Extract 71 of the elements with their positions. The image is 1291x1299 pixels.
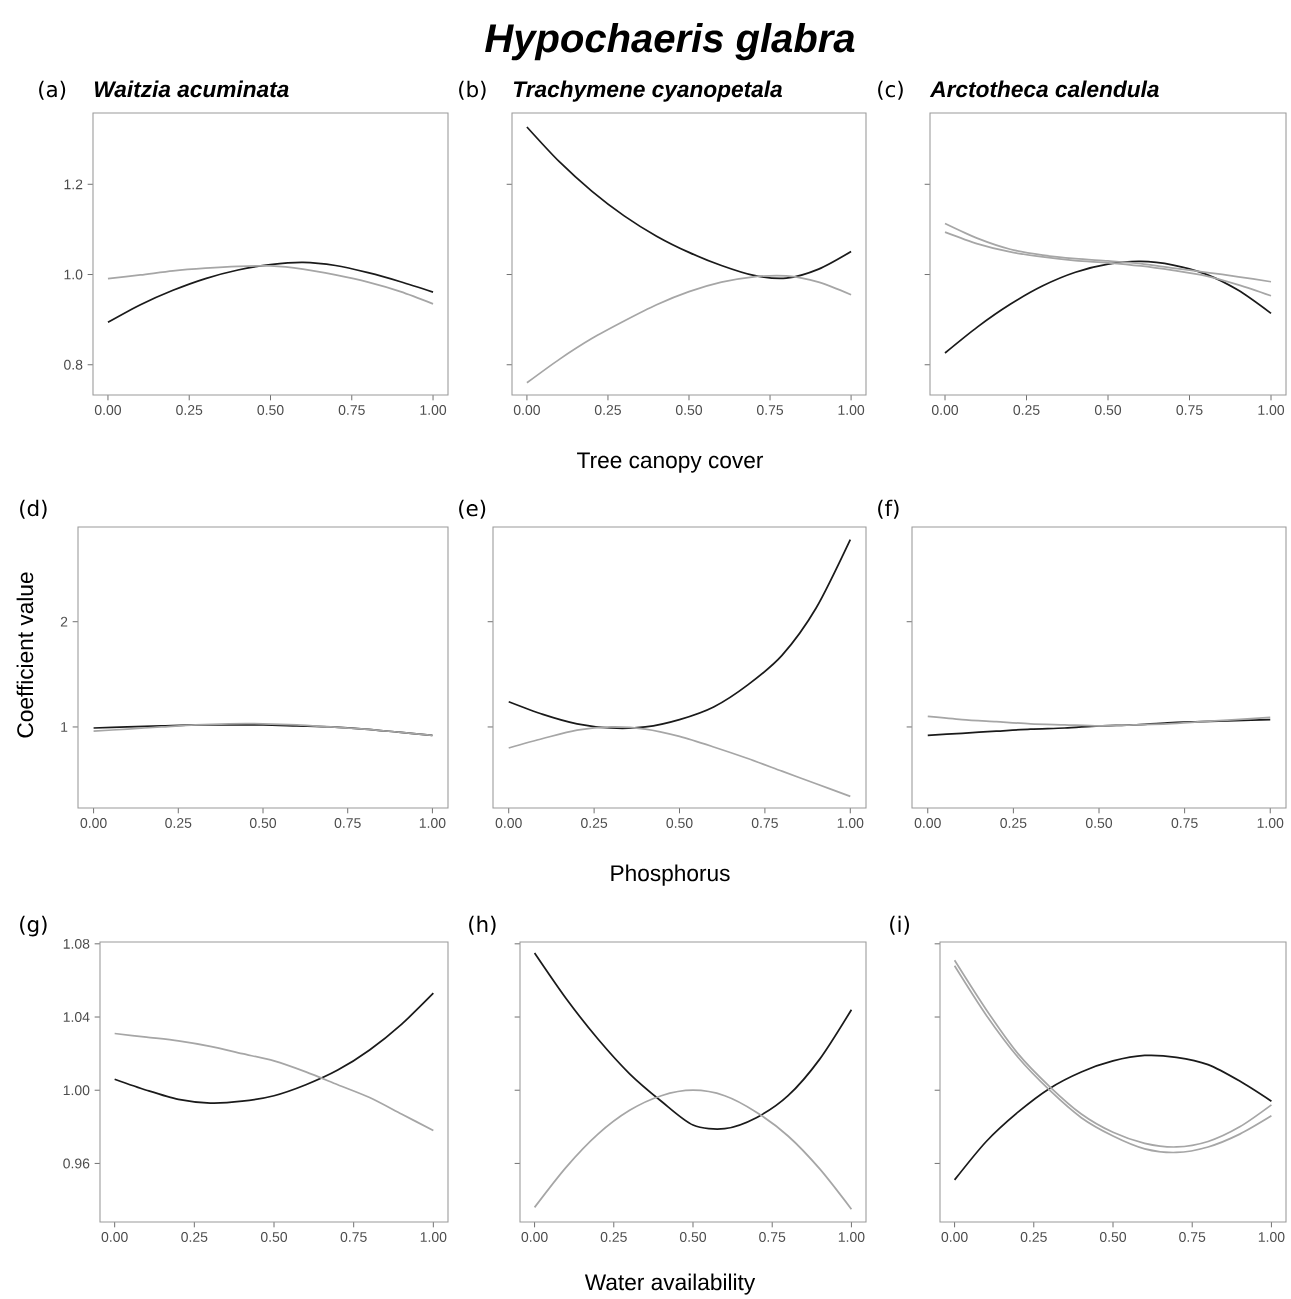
x-tick-label: 0.25 [581,818,608,828]
x-tick-label: 0.25 [165,818,192,828]
x-tick-label: 0.25 [600,1232,627,1242]
x-tick-label: 0.75 [1176,405,1203,415]
x-tick-label: 0.75 [340,1232,367,1242]
x-tick-label: 1.00 [1257,818,1284,828]
y-axis-title: Coefficient value [16,572,34,738]
x-tick-label: 0.00 [513,405,540,415]
x-tick-label: 0.50 [260,1232,288,1242]
x-tick-label: 0.00 [941,1232,968,1242]
y-tick-label: 1.04 [63,1012,90,1022]
chart-title: Waitzia acuminata [94,80,289,98]
x-tick-label: 0.25 [181,1232,208,1242]
x-tick-label: 0.75 [756,405,784,415]
chart-title: Trachymene cyanopetala [513,80,783,102]
x-tick-label: 0.25 [176,405,203,415]
y-tick-label: 0.96 [63,1158,90,1169]
x-tick-label: 0.00 [931,405,959,415]
text: (h) [469,915,496,935]
x-tick-label: 1.00 [419,818,446,828]
text: (c) [878,80,903,100]
x-tick-label: 1.00 [1258,1232,1285,1242]
x-tick-label: 1.00 [420,1232,447,1242]
x-tick-label: 0.50 [675,405,703,415]
text: (d) [20,499,47,519]
x-tick-label: 0.75 [1171,818,1198,828]
x-tick-label: 0.25 [1020,1232,1047,1242]
text: (f) [878,499,899,519]
y-tick-label: 2 [60,616,68,627]
x-tick-label: 0.00 [521,1232,548,1242]
x-tick-label: 1.00 [838,405,865,415]
x-tick-label: 1.00 [838,1232,865,1242]
x-tick-label: 0.50 [257,405,284,415]
x-tick-label: 0.75 [334,818,361,828]
x-tick-label: 0.75 [759,1232,786,1242]
text: (i) [890,915,909,935]
y-tick-label: 0.8 [64,359,83,370]
x-tick-label: 0.25 [1000,818,1027,828]
x-axis-title: Water availability [584,1273,756,1295]
text: (b) [459,80,486,100]
x-axis-title: Tree canopy cover [577,452,764,473]
y-tick-label: 1.2 [64,179,83,190]
x-tick-label: 0.50 [1099,1232,1127,1242]
x-tick-label: 0.75 [338,405,365,415]
x-tick-label: 1.00 [1258,405,1285,415]
text: (e) [459,499,486,519]
y-tick-label: 1.0 [64,269,83,280]
x-tick-label: 0.75 [751,818,778,828]
text: Hypochaeris glabra [485,23,855,61]
x-tick-label: 0.00 [80,818,107,828]
y-tick-label: 1.00 [63,1085,90,1096]
chart-title: Arctotheca calendula [929,80,1159,98]
x-tick-label: 0.50 [679,1232,707,1242]
x-tick-label: 1.00 [420,405,447,415]
y-tick-label: 1 [61,722,68,732]
x-tick-label: 0.25 [1013,405,1040,415]
x-tick-label: 0.00 [495,818,522,828]
x-axis-title: Phosphorus [611,864,730,886]
x-tick-label: 1.00 [837,818,864,828]
x-tick-label: 0.00 [94,405,122,415]
x-tick-label: 0.50 [1085,818,1113,828]
y-tick-label: 1.08 [63,938,90,949]
text: (g) [20,915,47,937]
x-tick-label: 0.50 [249,818,277,828]
x-tick-label: 0.75 [1179,1232,1206,1242]
text: (a) [39,80,66,100]
x-tick-label: 0.50 [1094,405,1122,415]
x-tick-label: 0.00 [101,1232,128,1242]
x-tick-label: 0.00 [914,818,941,828]
x-tick-label: 0.50 [666,818,693,828]
x-tick-label: 0.25 [594,405,621,415]
